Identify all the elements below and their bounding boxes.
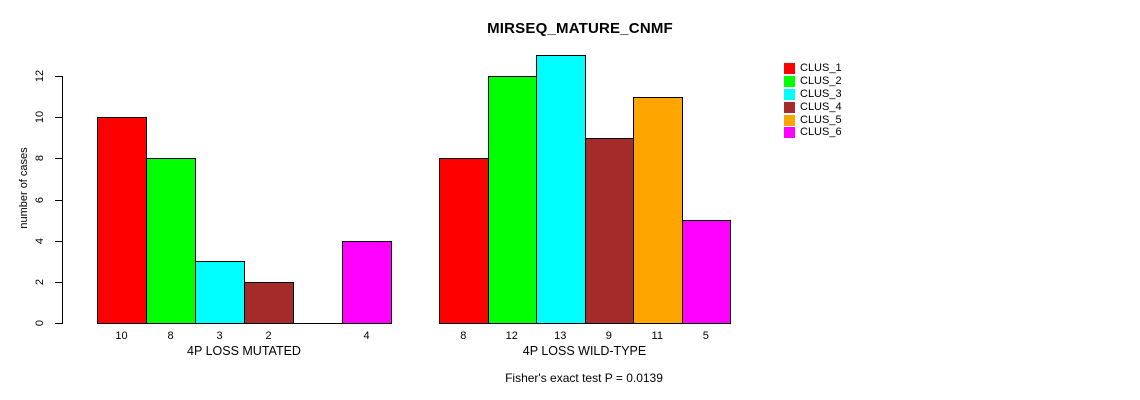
bar-clus_5-group2 bbox=[633, 96, 683, 324]
bar-clus_4-group2 bbox=[584, 137, 634, 324]
x-group-label: 4P LOSS MUTATED bbox=[187, 344, 301, 358]
bar-value-label: 8 bbox=[460, 330, 467, 342]
legend-row: CLUS_5 bbox=[784, 114, 842, 127]
y-tick-label: 6 bbox=[34, 196, 46, 203]
bar-value-label: 2 bbox=[265, 330, 272, 342]
bar-value-label: 4 bbox=[363, 330, 370, 342]
legend-swatch-clus_1 bbox=[784, 62, 795, 74]
legend: CLUS_1 CLUS_2 CLUS_3 CLUS_4 CLUS_5 CLUS_6 bbox=[784, 62, 842, 139]
legend-label: CLUS_2 bbox=[800, 74, 842, 87]
legend-row: CLUS_6 bbox=[784, 126, 842, 139]
legend-swatch-clus_4 bbox=[784, 101, 795, 113]
bar-clus_3-group1 bbox=[195, 261, 245, 324]
bar-clus_3-group2 bbox=[536, 55, 586, 324]
bar-clus_2-group1 bbox=[146, 158, 196, 324]
bar-clus_1-group1 bbox=[97, 117, 147, 324]
y-axis-label: number of cases bbox=[18, 147, 30, 229]
bar-value-label: 3 bbox=[216, 330, 223, 342]
y-tick-label: 8 bbox=[34, 155, 46, 162]
bar-clus_1-group2 bbox=[439, 158, 489, 324]
y-axis-line bbox=[62, 76, 63, 324]
bar-clus_2-group2 bbox=[487, 76, 537, 324]
legend-swatch-clus_5 bbox=[784, 114, 795, 126]
bar-value-label: 11 bbox=[651, 330, 663, 342]
bar-clus_6-group1 bbox=[342, 240, 392, 324]
legend-swatch-clus_2 bbox=[784, 75, 795, 87]
bar-value-label: 13 bbox=[554, 330, 567, 342]
legend-label: CLUS_6 bbox=[800, 126, 842, 139]
y-axis-tick bbox=[55, 76, 62, 77]
y-axis-tick bbox=[55, 240, 62, 242]
bar-value-label: 9 bbox=[605, 330, 612, 342]
y-axis-tick bbox=[55, 199, 62, 201]
subtitle-pvalue: Fisher's exact test P = 0.0139 bbox=[505, 371, 663, 385]
bar-value-label: 10 bbox=[115, 330, 128, 342]
legend-label: CLUS_4 bbox=[800, 100, 842, 113]
y-axis-tick bbox=[55, 117, 62, 119]
bar-value-label: 8 bbox=[167, 330, 174, 342]
legend-label: CLUS_1 bbox=[800, 61, 842, 74]
legend-swatch-clus_3 bbox=[784, 88, 795, 100]
y-tick-label: 10 bbox=[34, 111, 46, 124]
y-axis-tick bbox=[55, 158, 62, 160]
legend-label: CLUS_5 bbox=[800, 113, 842, 126]
legend-label: CLUS_3 bbox=[800, 87, 842, 100]
y-tick-label: 2 bbox=[34, 278, 46, 285]
chart-title: MIRSEQ_MATURE_CNMF bbox=[487, 20, 673, 37]
legend-row: CLUS_1 bbox=[784, 62, 842, 75]
y-axis-tick bbox=[55, 281, 62, 283]
y-axis-tick bbox=[55, 323, 62, 324]
bar-clus_6-group2 bbox=[681, 220, 731, 324]
y-tick-label: 12 bbox=[34, 69, 46, 83]
y-tick-label: 4 bbox=[34, 237, 46, 244]
legend-swatch-clus_6 bbox=[784, 127, 795, 139]
x-group-label: 4P LOSS WILD-TYPE bbox=[522, 344, 647, 358]
legend-row: CLUS_3 bbox=[784, 88, 842, 101]
legend-row: CLUS_2 bbox=[784, 75, 842, 88]
legend-row: CLUS_4 bbox=[784, 101, 842, 114]
bar-value-label: 5 bbox=[702, 330, 709, 342]
bar-value-label: 12 bbox=[505, 330, 518, 342]
bar-clus_4-group1 bbox=[244, 281, 294, 324]
y-tick-label: 0 bbox=[34, 319, 46, 327]
